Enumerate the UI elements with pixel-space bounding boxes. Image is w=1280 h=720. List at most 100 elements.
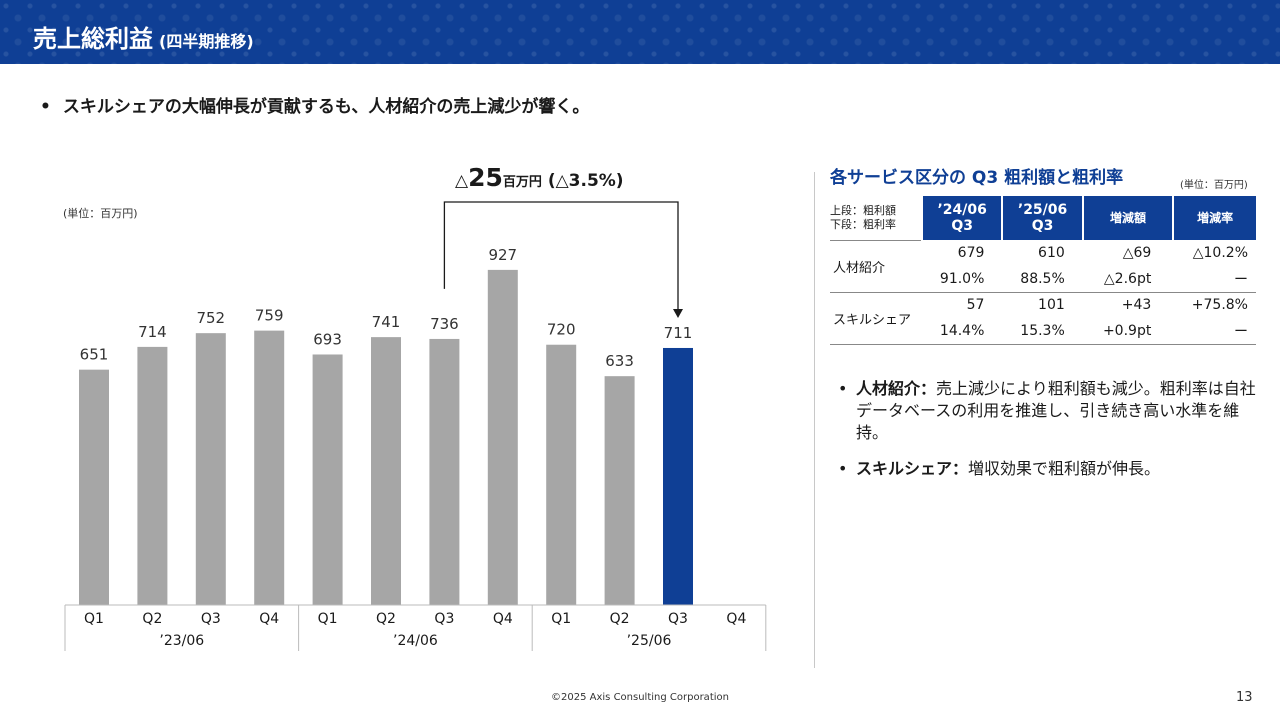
bar-value-label: 714 <box>138 323 167 341</box>
chart-bar <box>371 337 401 605</box>
comparison-bracket <box>443 201 679 310</box>
row-label-line2: 下段：粗利率 <box>830 217 896 231</box>
x-tick-label: Q3 <box>668 611 688 627</box>
page-number: 13 <box>1236 690 1253 705</box>
table-cell: +75.8% <box>1191 297 1248 314</box>
col-header-change-rate: 増減率 <box>1172 196 1256 240</box>
table-cell: ー <box>1173 266 1256 293</box>
note-item: • スキルシェア：増収効果で粗利額が伸長。 <box>836 458 1261 480</box>
note-head: 人材紹介： <box>856 379 937 398</box>
table-header-row: 上段：粗利額 下段：粗利率 ’24/06 Q3 ’25/06 Q3 増減額 増減率 <box>830 196 1256 241</box>
note-bullet: • <box>838 379 848 398</box>
page-title-sub: (四半期推移) <box>159 32 254 51</box>
table-cell: 101 <box>1038 297 1065 314</box>
row-label-line1: 上段：粗利額 <box>830 203 896 217</box>
table-cell: ー <box>1173 318 1256 345</box>
col-header-prev-line1: ’24/06 <box>937 202 987 218</box>
bar-value-label: 741 <box>372 313 401 331</box>
table-cell: 14.4% <box>922 318 1003 345</box>
x-tick-label: Q2 <box>376 611 396 627</box>
x-tick-label: Q1 <box>318 611 338 627</box>
col-header-prev-line2: Q3 <box>951 218 974 234</box>
table-unit-label: (単位：百万円) <box>1180 180 1248 191</box>
note-item: • 人材紹介：売上減少により粗利額も減少。粗利率は自社データベースの利用を推進し… <box>836 378 1261 444</box>
col-header-change: 増減額 <box>1081 196 1174 240</box>
lead-bullet-dot: • <box>40 97 51 117</box>
x-group-label: ’23/06 <box>159 633 204 649</box>
table-row: スキルシェア 57 101 +43 +75.8% <box>830 292 1256 345</box>
table-cell: 15.3% <box>1002 318 1083 345</box>
chart-bar <box>429 338 460 605</box>
x-group-label: ’25/06 <box>627 633 672 649</box>
x-group-label: ’24/06 <box>393 633 438 649</box>
bar-value-label: 711 <box>664 324 693 342</box>
table-row: 91.0% 88.5% △2.6pt ー <box>830 266 1256 293</box>
bar-value-label: 633 <box>605 352 634 370</box>
lead-bullet: • スキルシェアの大幅伸長が貢献するも、人材紹介の売上減少が響く。 <box>40 92 589 117</box>
x-tick-label: Q4 <box>259 611 279 627</box>
chart-bar <box>663 347 693 605</box>
table-cell: 610 <box>1038 245 1065 261</box>
bar-value-label: 759 <box>255 307 284 325</box>
note-body: 売上減少により粗利額も減少。粗利率は自社データベースの利用を推進し、引き続き高い… <box>856 379 1256 442</box>
note-bullet: • <box>838 459 848 478</box>
bar-value-label: 927 <box>488 246 517 264</box>
col-header-curr: ’25/06 Q3 <box>1001 196 1083 240</box>
table-row: 人材紹介 679 610 △69 △10.2% <box>830 240 1256 293</box>
table-row-label-header: 上段：粗利額 下段：粗利率 <box>830 196 922 241</box>
bar-value-label: 736 <box>430 315 459 333</box>
col-header-curr-line1: ’25/06 <box>1017 202 1068 218</box>
delta-pct: (△3.5%) <box>547 171 624 191</box>
table-cell: 88.5% <box>1002 266 1083 293</box>
page-title-main: 売上総利益 <box>33 25 153 53</box>
gross-profit-bar-chart: 651 714 752 759 693 741 736 927 720 633 711 Q1 Q2 Q3 Q… <box>64 201 767 651</box>
x-tick-label: Q1 <box>551 611 571 627</box>
table-cell: +43 <box>1121 297 1152 314</box>
col-header-prev: ’24/06 Q3 <box>920 196 1003 240</box>
chart-bar <box>137 346 168 605</box>
col-header-curr-line2: Q3 <box>1031 218 1054 234</box>
note-head: スキルシェア： <box>856 459 969 478</box>
x-tick-label: Q4 <box>493 611 513 627</box>
chart-unit-label: (単位：百万円) <box>63 207 138 220</box>
bar-value-label: 720 <box>547 321 576 339</box>
x-tick-label: Q2 <box>142 611 162 627</box>
table-cell: 679 <box>957 245 985 261</box>
page-title: 売上総利益 (四半期推移) <box>33 19 254 54</box>
gross-profit-table: 上段：粗利額 下段：粗利率 ’24/06 Q3 ’25/06 Q3 増減額 増減率 … <box>830 196 1256 345</box>
row-name: スキルシェア <box>830 292 922 345</box>
chart-bar <box>312 354 343 605</box>
table-cell: △10.2% <box>1192 245 1248 261</box>
vertical-divider <box>814 172 815 668</box>
delta-unit: 百万円 <box>502 175 542 190</box>
table-cell: 91.0% <box>922 266 1003 293</box>
table-cell: △2.6pt <box>1082 266 1174 293</box>
x-tick-label: Q3 <box>434 611 454 627</box>
delta-label: △25百万円 (△3.5%) <box>455 163 624 192</box>
chart-bar <box>195 333 226 605</box>
table-cell: 57 <box>966 297 985 314</box>
table-title: 各サービス区分の Q3 粗利額と粗利率 <box>830 168 1124 188</box>
x-tick-label: Q1 <box>84 611 104 627</box>
header-bar: 売上総利益 (四半期推移) <box>0 0 1280 64</box>
footer-copyright: ©2025 Axis Consulting Corporation <box>551 692 729 703</box>
notes-list: • 人材紹介：売上減少により粗利額も減少。粗利率は自社データベースの利用を推進し… <box>836 378 1261 494</box>
chart-bar <box>487 269 518 605</box>
x-tick-label: Q4 <box>726 611 746 627</box>
chart-bar <box>254 330 285 605</box>
table-row: 14.4% 15.3% +0.9pt ー <box>830 318 1256 345</box>
chart-bar <box>604 376 635 605</box>
x-tick-label: Q2 <box>610 611 630 627</box>
row-name: 人材紹介 <box>830 240 922 293</box>
bar-value-label: 752 <box>196 309 225 327</box>
chart-bar <box>546 344 577 605</box>
x-tick-label: Q3 <box>201 611 221 627</box>
lead-text: スキルシェアの大幅伸長が貢献するも、人材紹介の売上減少が響く。 <box>62 97 590 117</box>
note-body: 増収効果で粗利額が伸長。 <box>968 459 1161 478</box>
comparison-arrowhead <box>673 308 683 318</box>
bar-value-label: 693 <box>313 330 342 348</box>
delta-value: 25 <box>468 163 503 192</box>
delta-prefix: △ <box>455 171 469 191</box>
table-cell: △69 <box>1122 245 1152 261</box>
table-cell: +0.9pt <box>1082 318 1174 345</box>
